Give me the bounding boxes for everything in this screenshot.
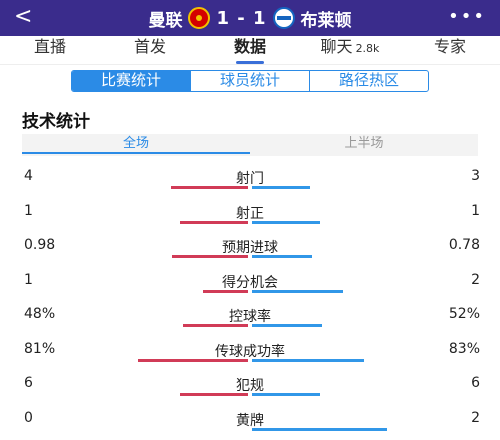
stat-away-value: 1 bbox=[471, 202, 480, 219]
stat-away-bar bbox=[252, 393, 320, 396]
period-switch: 全场 上半场 bbox=[22, 134, 478, 156]
period-full-match[interactable]: 全场 bbox=[22, 134, 250, 156]
stat-away-value: 0.78 bbox=[448, 237, 480, 253]
stat-away-bar bbox=[252, 186, 310, 189]
stat-away-value: 2 bbox=[471, 271, 480, 288]
stat-home-value: 0 bbox=[24, 409, 33, 426]
back-arrow-icon[interactable]: < bbox=[14, 4, 33, 29]
tab-lineup[interactable]: 首发 bbox=[133, 37, 166, 56]
stats-segment-control: 比赛统计 球员统计 路径热区 bbox=[71, 70, 429, 92]
tab-chat[interactable]: 聊天 2.8k bbox=[320, 37, 380, 56]
stat-home-bar bbox=[183, 324, 248, 327]
stat-home-bar bbox=[203, 289, 248, 293]
period-first-half[interactable]: 上半场 bbox=[344, 136, 384, 151]
stat-home-bar bbox=[171, 186, 248, 189]
stat-row: 传球成功率 81% 83% bbox=[0, 341, 500, 375]
stat-row: 得分机会 1 2 bbox=[0, 272, 500, 306]
stat-home-bar bbox=[180, 393, 248, 396]
stat-away-value: 83% bbox=[448, 340, 480, 357]
section-title: 技术统计 bbox=[22, 112, 90, 132]
stat-home-value: 48% bbox=[24, 306, 56, 322]
match-tabs: 直播 首发 数据 聊天 2.8k 专家 bbox=[0, 36, 500, 64]
stat-label: 犯规 bbox=[236, 378, 264, 394]
chat-count: 2.8k bbox=[355, 42, 380, 55]
match-header: < 曼联 1 - 1 布莱顿 ••• bbox=[0, 0, 500, 36]
stat-row: 射正 1 1 bbox=[0, 203, 500, 237]
stat-home-bar bbox=[172, 255, 248, 258]
stat-label: 控球率 bbox=[229, 309, 271, 325]
stat-away-value: 52% bbox=[448, 306, 480, 322]
tab-data[interactable]: 数据 bbox=[200, 36, 300, 64]
stat-home-value: 1 bbox=[24, 202, 33, 219]
stat-row: 射门 4 3 bbox=[0, 168, 500, 202]
stat-away-bar bbox=[252, 289, 343, 293]
stat-row: 控球率 48% 52% bbox=[0, 306, 500, 340]
stat-away-value: 3 bbox=[471, 168, 480, 184]
stat-away-bar bbox=[252, 427, 387, 431]
home-team-crest-icon bbox=[188, 7, 211, 29]
away-team-crest-icon bbox=[272, 7, 295, 29]
stat-home-value: 4 bbox=[24, 168, 33, 184]
stat-away-bar bbox=[252, 324, 322, 327]
stat-home-value: 81% bbox=[24, 340, 56, 357]
stat-label: 预期进球 bbox=[222, 240, 278, 256]
stat-row: 犯规 6 6 bbox=[0, 375, 500, 409]
more-dots-icon[interactable]: ••• bbox=[448, 6, 486, 27]
away-team-name: 布莱顿 bbox=[300, 10, 352, 31]
stat-label: 黄牌 bbox=[236, 412, 264, 429]
stat-home-value: 1 bbox=[24, 271, 33, 288]
stat-home-value: 6 bbox=[24, 375, 33, 391]
stat-label: 射门 bbox=[236, 171, 264, 187]
tab-live[interactable]: 直播 bbox=[33, 37, 66, 56]
stat-away-value: 2 bbox=[471, 409, 480, 426]
stat-away-value: 6 bbox=[471, 375, 480, 391]
segment-match-stats[interactable]: 比赛统计 bbox=[72, 71, 190, 91]
stat-home-value: 0.98 bbox=[24, 237, 56, 253]
stat-away-bar bbox=[252, 255, 312, 258]
tab-experts[interactable]: 专家 bbox=[433, 37, 466, 56]
segment-player-stats[interactable]: 球员统计 bbox=[190, 71, 309, 91]
stat-away-bar bbox=[252, 358, 364, 362]
tabs-divider bbox=[0, 64, 500, 65]
stat-away-bar bbox=[252, 220, 320, 224]
segment-heat-map[interactable]: 路径热区 bbox=[309, 71, 428, 91]
stat-label: 射正 bbox=[236, 205, 264, 222]
stat-label: 传球成功率 bbox=[215, 343, 285, 360]
stat-home-bar bbox=[180, 220, 248, 224]
stat-row: 预期进球 0.98 0.78 bbox=[0, 237, 500, 271]
scoreline: 曼联 1 - 1 布莱顿 bbox=[0, 0, 500, 36]
home-team-name: 曼联 bbox=[148, 10, 183, 31]
match-score: 1 - 1 bbox=[216, 7, 267, 29]
stat-row: 黄牌 0 2 bbox=[0, 410, 500, 440]
stat-label: 得分机会 bbox=[222, 274, 278, 291]
stat-home-bar bbox=[138, 358, 248, 362]
